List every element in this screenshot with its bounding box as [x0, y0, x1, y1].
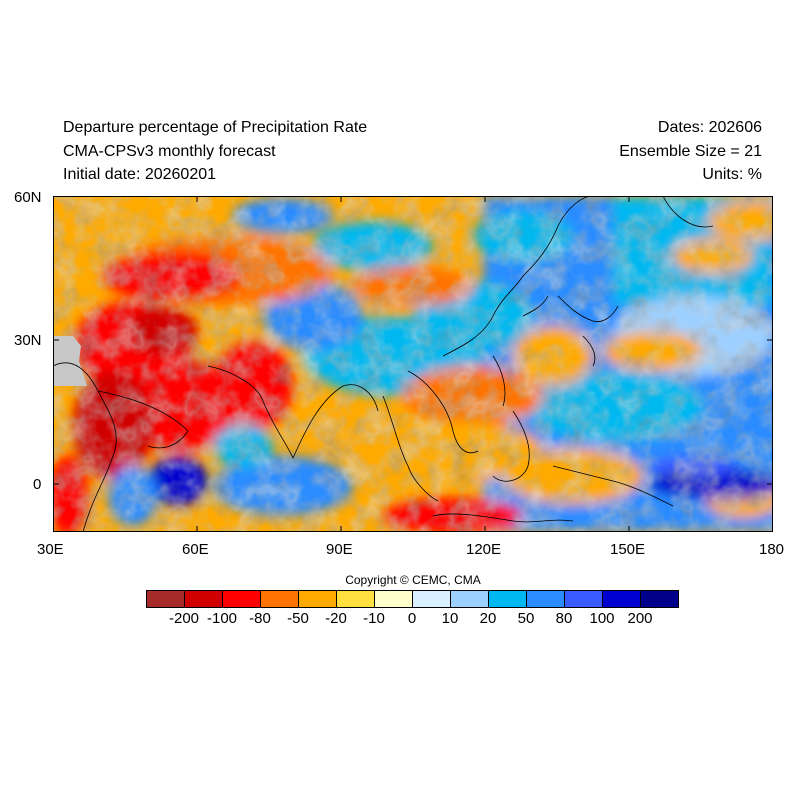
- map-title: Departure percentage of Precipitation Ra…: [63, 119, 368, 136]
- lat-label-0: 0: [33, 476, 42, 493]
- colorbar-label: 20: [479, 610, 497, 627]
- colorbar-segment: [564, 590, 603, 608]
- lon-label-120e: 120E: [466, 541, 502, 558]
- colorbar-segment: [602, 590, 641, 608]
- lat-label-60n: 60N: [14, 189, 42, 206]
- colorbar-segment: [298, 590, 337, 608]
- lat-label-30n: 30N: [14, 332, 42, 349]
- coastlines: [53, 196, 714, 532]
- lon-label-60e: 60E: [182, 541, 209, 558]
- missing-data-region: [53, 336, 87, 386]
- colorbar-segment: [146, 590, 185, 608]
- lon-label-90e: 90E: [326, 541, 353, 558]
- colorbar-label: 200: [627, 610, 653, 627]
- lon-label-180: 180: [759, 541, 785, 558]
- colorbar-label: -10: [363, 610, 385, 627]
- colorbar-segment: [526, 590, 565, 608]
- colorbar-label: 0: [407, 610, 417, 627]
- speckle-texture: [53, 196, 773, 532]
- colorbar-label: -20: [325, 610, 347, 627]
- ensemble-size-label: Ensemble Size = 21: [619, 143, 762, 160]
- lon-label-150e: 150E: [610, 541, 646, 558]
- colorbar-label: 80: [555, 610, 573, 627]
- colorbar-segment: [450, 590, 489, 608]
- colorbar-segment: [488, 590, 527, 608]
- dates-label: Dates: 202606: [657, 119, 762, 136]
- colorbar-label: -100: [206, 610, 238, 627]
- colorbar-segment: [374, 590, 413, 608]
- colorbar-segment: [222, 590, 261, 608]
- copyright-notice: Copyright © CEMC, CMA: [345, 573, 481, 587]
- map-frame: [53, 196, 773, 532]
- units-label: Units: %: [702, 166, 762, 183]
- colorbar-label: 50: [517, 610, 535, 627]
- colorbar-segment: [640, 590, 679, 608]
- map-subtitle: CMA-CPSv3 monthly forecast: [63, 143, 276, 160]
- colorbar-label: -200: [168, 610, 200, 627]
- colorbar-label: 10: [441, 610, 459, 627]
- colorbar-label: -80: [249, 610, 271, 627]
- colorbar-segment: [412, 590, 451, 608]
- colorbar-segment: [336, 590, 375, 608]
- initial-date-label: Initial date: 20260201: [63, 166, 217, 183]
- lon-label-30e: 30E: [37, 541, 64, 558]
- colorbar-segment: [260, 590, 299, 608]
- colorbar-segment: [184, 590, 223, 608]
- colorbar-label: 100: [589, 610, 615, 627]
- precipitation-anomaly-map: [53, 196, 773, 532]
- colorbar-label: -50: [287, 610, 309, 627]
